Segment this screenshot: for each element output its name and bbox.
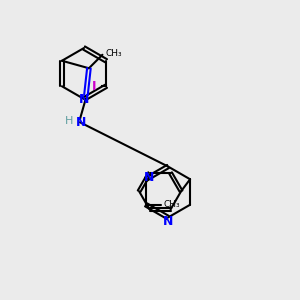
Text: CH₃: CH₃ [105, 49, 122, 58]
Text: N: N [79, 93, 90, 106]
Text: N: N [76, 116, 87, 129]
Text: N: N [163, 214, 173, 228]
Text: I: I [92, 80, 96, 93]
Text: CH₃: CH₃ [164, 200, 181, 209]
Text: N: N [144, 171, 154, 184]
Text: H: H [65, 116, 74, 126]
